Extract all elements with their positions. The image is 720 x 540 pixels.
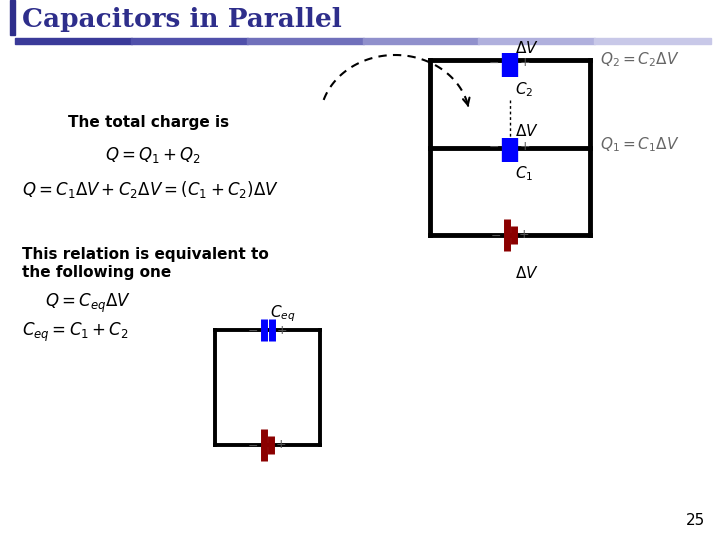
Bar <box>15 38 132 44</box>
Text: $\Delta V$: $\Delta V$ <box>515 40 539 56</box>
Bar <box>131 38 248 44</box>
Text: $+$: $+$ <box>519 56 531 69</box>
Text: 25: 25 <box>685 513 705 528</box>
Text: $+$: $+$ <box>276 323 287 336</box>
Bar <box>247 38 364 44</box>
Text: $Q_2 = C_2\Delta V$: $Q_2 = C_2\Delta V$ <box>600 51 680 69</box>
Text: $Q = C_1\Delta V + C_2\Delta V = (C_1 + C_2)\Delta V$: $Q = C_1\Delta V + C_2\Delta V = (C_1 + … <box>22 179 279 200</box>
Text: The total charge is: The total charge is <box>68 114 229 130</box>
Text: $-$: $-$ <box>248 438 258 451</box>
Bar <box>478 38 595 44</box>
Text: $Q = C_{eq}\Delta V$: $Q = C_{eq}\Delta V$ <box>45 292 131 315</box>
Text: $\Delta V$: $\Delta V$ <box>515 265 539 281</box>
Text: $-$: $-$ <box>490 228 501 241</box>
Text: the following one: the following one <box>22 265 171 280</box>
Text: Capacitors in Parallel: Capacitors in Parallel <box>22 8 342 32</box>
Text: $C_{eq}$: $C_{eq}$ <box>271 303 296 324</box>
Bar <box>362 38 480 44</box>
Text: $+$: $+$ <box>519 140 531 153</box>
Text: $+$: $+$ <box>518 228 529 241</box>
Text: $Q_1 = C_1\Delta V$: $Q_1 = C_1\Delta V$ <box>600 135 680 154</box>
Text: $-$: $-$ <box>247 323 258 336</box>
Text: $-$: $-$ <box>488 140 500 153</box>
Text: This relation is equivalent to: This relation is equivalent to <box>22 247 269 262</box>
Text: $C_1$: $C_1$ <box>515 165 534 183</box>
Bar <box>10 0 15 35</box>
Text: $\Delta V$: $\Delta V$ <box>515 124 539 139</box>
Text: $C_{eq} = C_1 + C_2$: $C_{eq} = C_1 + C_2$ <box>22 320 129 343</box>
Bar <box>594 38 711 44</box>
Text: $Q = Q_1 + Q_2$: $Q = Q_1 + Q_2$ <box>105 145 201 165</box>
Text: $-$: $-$ <box>488 56 500 69</box>
Text: $C_2$: $C_2$ <box>515 80 534 99</box>
Text: $+$: $+$ <box>275 438 287 451</box>
